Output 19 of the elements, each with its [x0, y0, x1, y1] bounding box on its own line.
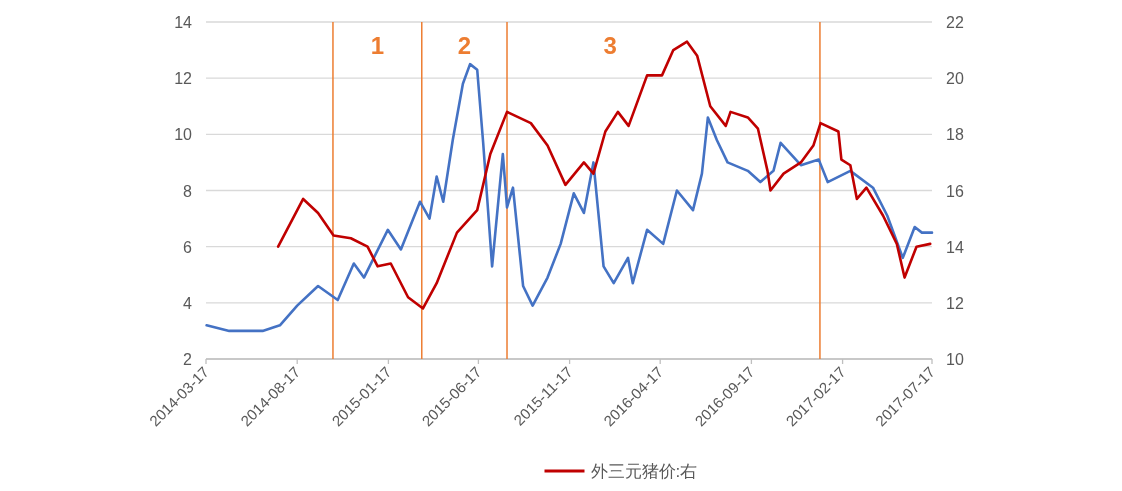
- legend-label: 外三元猪价:右: [590, 462, 698, 481]
- y2-tick-label: 12: [946, 294, 964, 312]
- y2-tick-label: 22: [946, 14, 964, 31]
- annotation: 2: [457, 32, 472, 59]
- line-series: [205, 62, 934, 333]
- y-tick-label: 2: [183, 351, 193, 368]
- y-tick-label: 4: [183, 294, 193, 312]
- y-tick-label: 12: [174, 70, 193, 88]
- y2-tick-label: 10: [946, 351, 964, 368]
- y-tick-label: 8: [183, 182, 193, 200]
- y2-tick-label: 14: [946, 238, 964, 256]
- y-tick-label: 6: [183, 238, 193, 256]
- y2-tick-label: 18: [946, 126, 964, 144]
- y2-tick-label: 20: [946, 70, 964, 88]
- y-tick-label: 14: [174, 14, 193, 31]
- y2-tick-label: 16: [946, 182, 964, 200]
- annotation: 3: [603, 32, 617, 59]
- annotation: 1: [370, 32, 385, 59]
- y-tick-label: 10: [174, 126, 193, 144]
